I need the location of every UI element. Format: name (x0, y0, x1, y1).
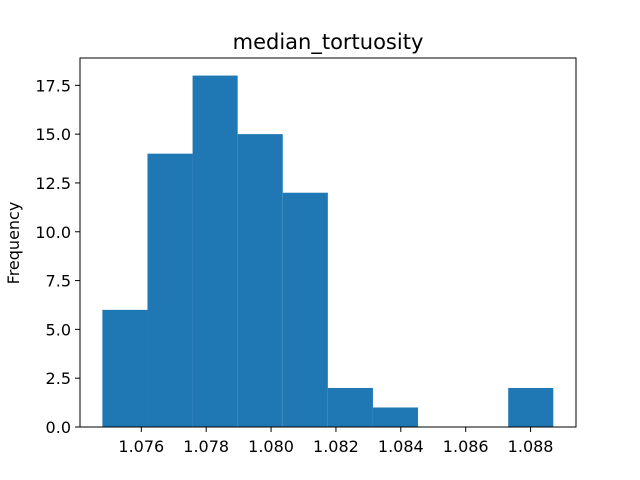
x-tick-label: 1.086 (443, 437, 489, 456)
histogram-bar (102, 309, 148, 427)
x-tick-label: 1.084 (378, 437, 424, 456)
y-axis-ticks: 0.0 2.5 5.0 7.5 10.0 12.5 15.0 17.5 (35, 76, 80, 437)
y-tick-label: 7.5 (46, 272, 71, 291)
histogram-bar (372, 407, 419, 427)
x-tick-label: 1.080 (248, 437, 294, 456)
y-tick-label: 2.5 (46, 369, 71, 388)
y-tick-label: 10.0 (35, 223, 71, 242)
x-tick-label: 1.088 (508, 437, 554, 456)
y-tick-label: 15.0 (35, 125, 71, 144)
x-tick-label: 1.078 (183, 437, 229, 456)
histogram-bar (508, 387, 554, 427)
x-tick-label: 1.082 (313, 437, 359, 456)
plot-frame (79, 57, 577, 428)
y-tick-label: 17.5 (35, 76, 71, 95)
y-tick-label: 12.5 (35, 174, 71, 193)
histogram-bar (237, 134, 283, 427)
bars-group (102, 75, 554, 428)
histogram-bar (147, 153, 193, 427)
y-tick-label: 5.0 (46, 320, 71, 339)
x-axis-ticks: 1.076 1.078 1.080 1.082 1.084 1.086 1.088 (118, 427, 553, 456)
chart-title: median_tortuosity (233, 30, 424, 55)
y-axis-label: Frequency (4, 202, 23, 285)
histogram-bar (327, 387, 373, 427)
histogram-bar (192, 75, 238, 428)
histogram-bar (282, 192, 328, 427)
y-tick-label: 0.0 (46, 418, 71, 437)
x-tick-label: 1.076 (118, 437, 164, 456)
